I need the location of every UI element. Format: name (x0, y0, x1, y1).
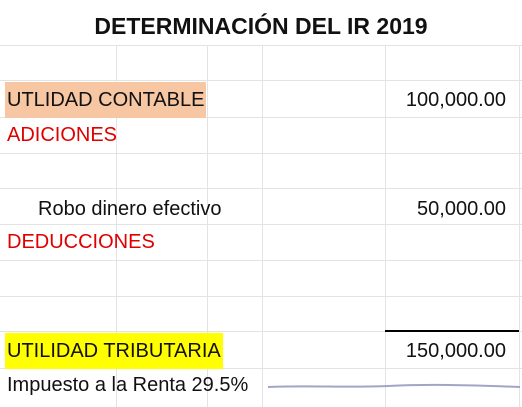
grid-row-line (0, 153, 522, 154)
row-impuesto-renta[interactable]: Impuesto a la Renta 29.5% (0, 367, 522, 403)
total-rule (385, 330, 519, 332)
grid-row-line (0, 260, 522, 261)
grid-row-line (0, 296, 522, 297)
row-value: 50,000.00 (417, 198, 506, 220)
grid-col-line (207, 45, 208, 407)
grid-row-line (0, 117, 522, 118)
sheet-title: DETERMINACIÓN DEL IR 2019 (94, 13, 428, 39)
grid-row-line (0, 45, 522, 46)
section-label: ADICIONES (7, 124, 118, 146)
grid-row-line (0, 80, 522, 81)
grid-row-line (0, 224, 522, 225)
grid-col-line (116, 45, 117, 407)
row-deducciones[interactable]: DEDUCCIONES (0, 224, 522, 260)
row-adiciones[interactable]: ADICIONES (0, 117, 522, 153)
row-label: Impuesto a la Renta 29.5% (7, 374, 249, 396)
row-robo-dinero[interactable]: Robo dinero efectivo 50,000.00 (0, 191, 522, 227)
grid-row-line (0, 188, 522, 189)
row-value: 100,000.00 (405, 89, 506, 111)
scribble-mark (268, 383, 520, 388)
row-label: UTLIDAD CONTABLE (5, 82, 207, 118)
grid-col-line (385, 45, 386, 407)
section-label: DEDUCCIONES (7, 231, 155, 253)
row-label: Robo dinero efectivo (38, 198, 222, 220)
grid-row-line (0, 368, 522, 369)
grid-col-line (262, 45, 263, 407)
row-utilidad-tributaria[interactable]: UTILIDAD TRIBUTARIA 150,000.00 (0, 333, 522, 369)
grid-row-line (0, 331, 522, 332)
grid-col-line (519, 45, 520, 407)
row-label: UTILIDAD TRIBUTARIA (5, 333, 223, 369)
row-value: 150,000.00 (405, 340, 506, 362)
row-utilidad-contable[interactable]: UTLIDAD CONTABLE 100,000.00 (0, 82, 522, 118)
